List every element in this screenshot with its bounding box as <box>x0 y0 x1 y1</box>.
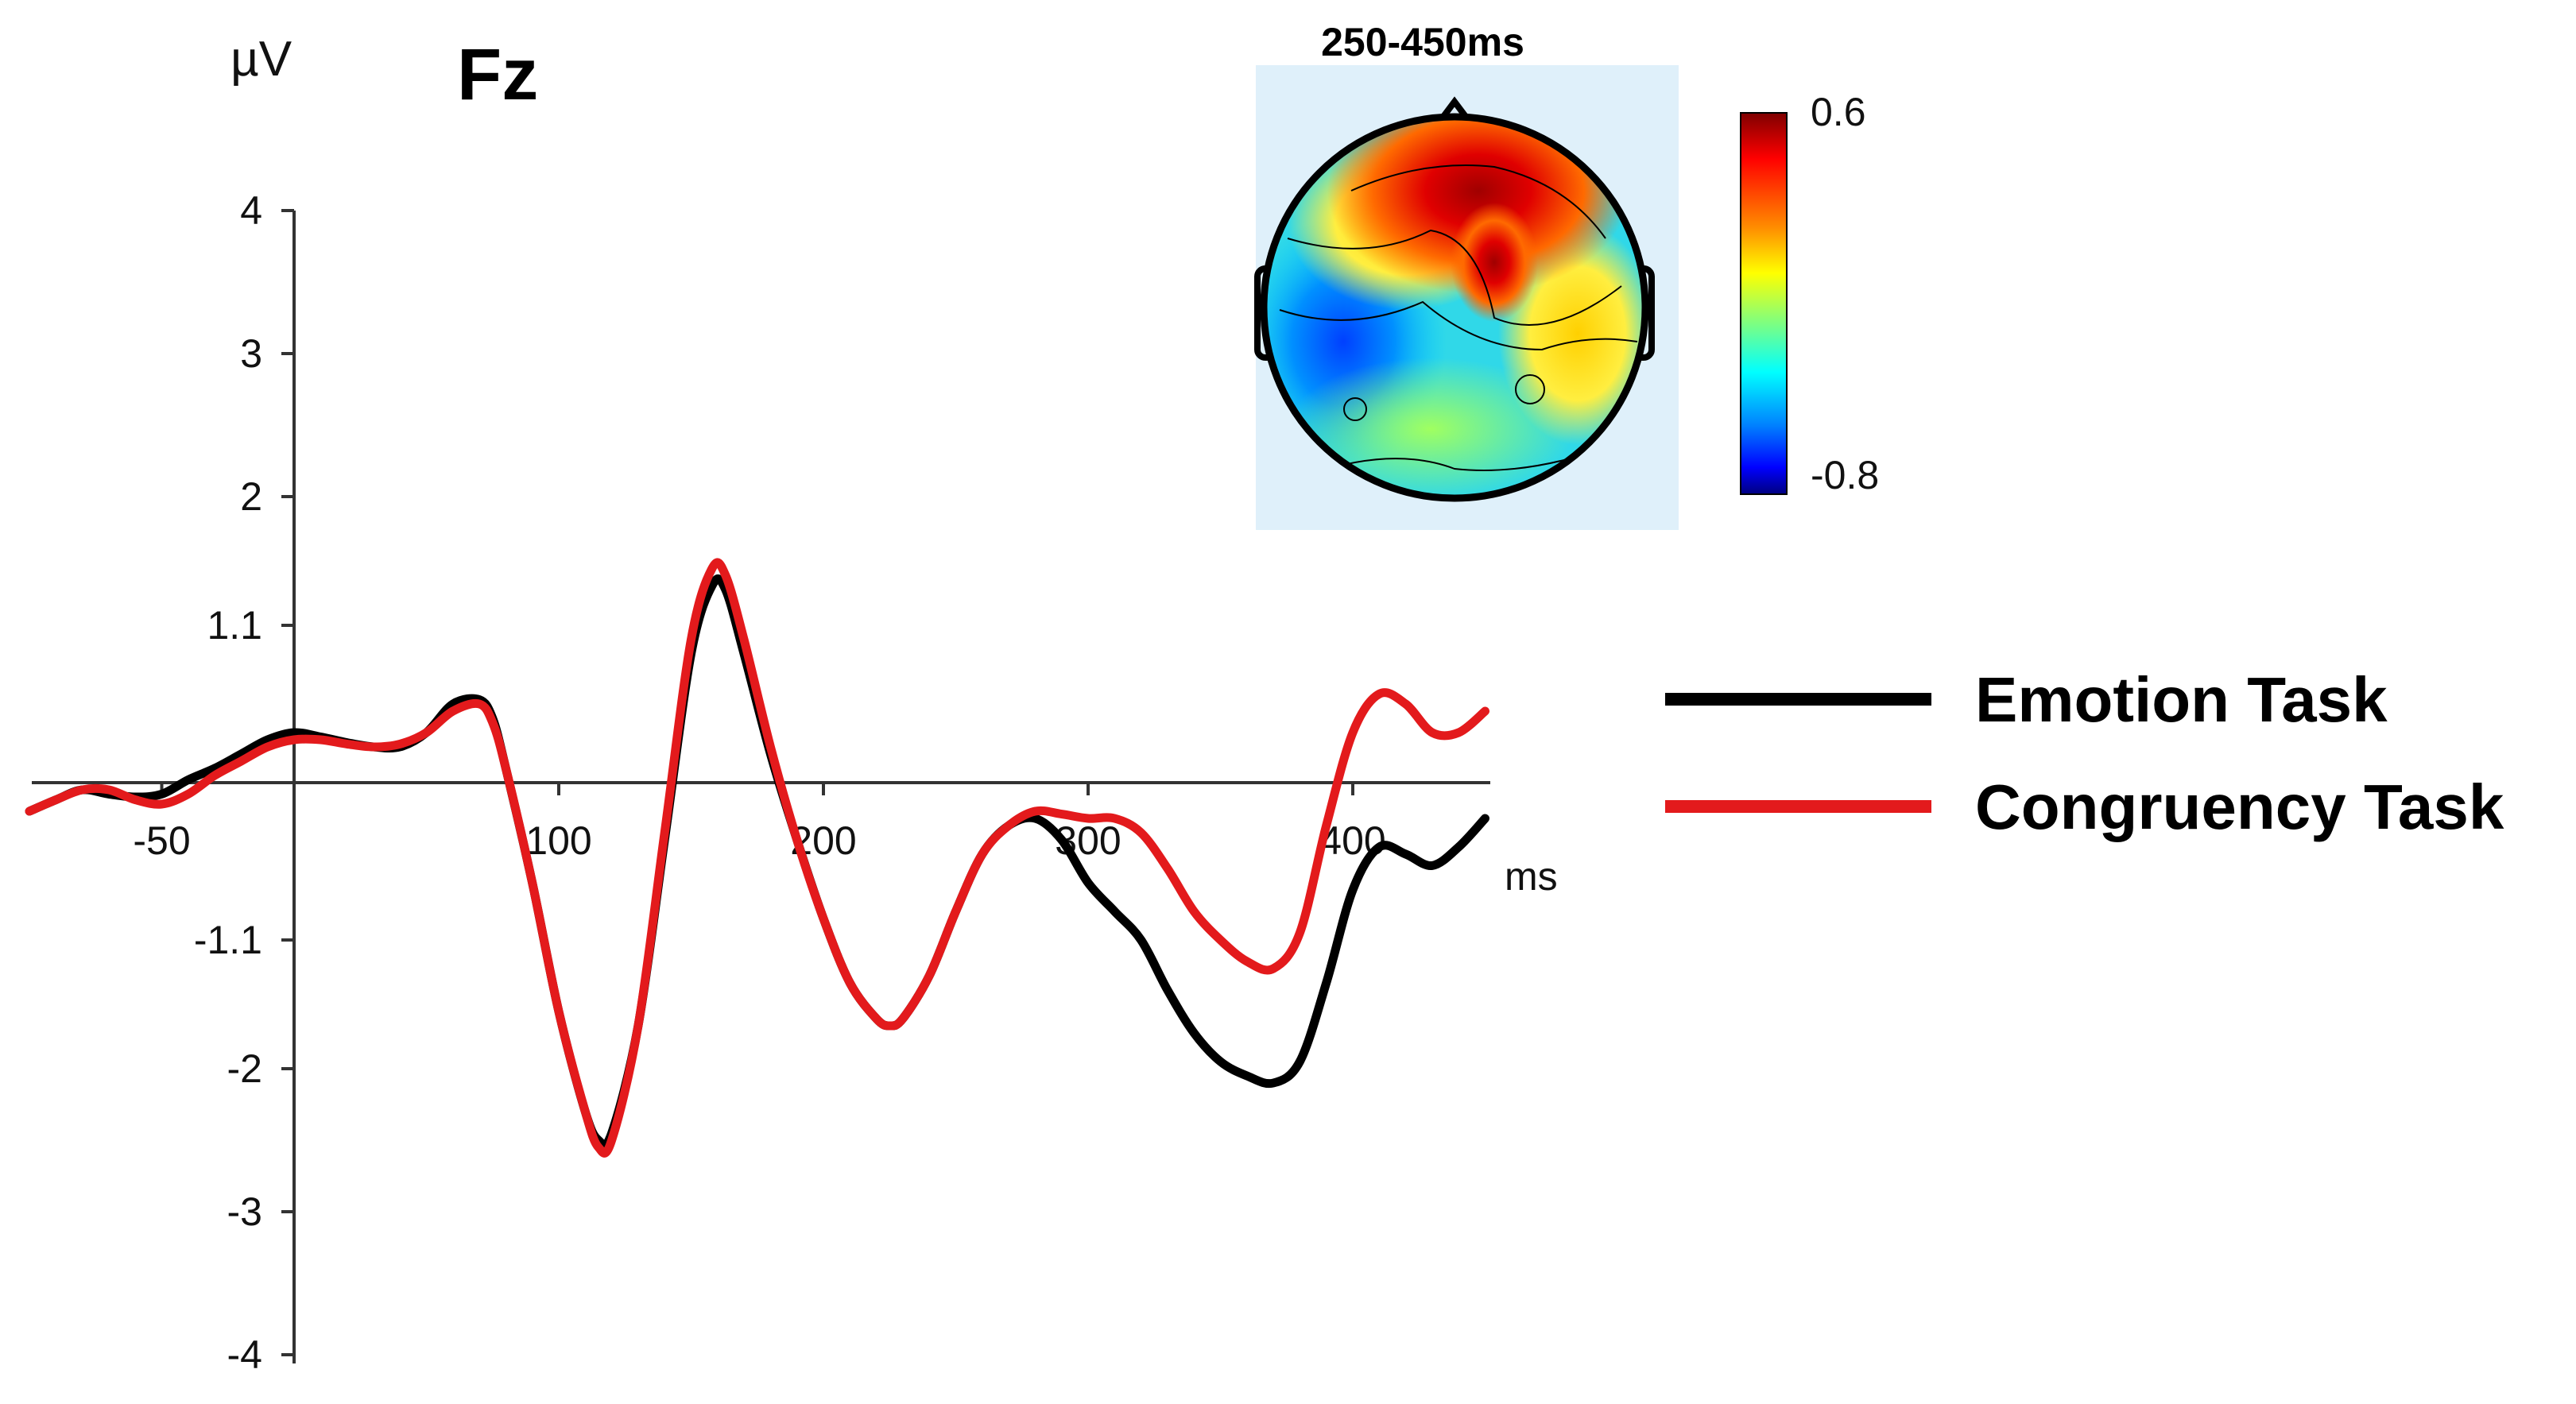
head-outline <box>1260 113 1649 502</box>
y-tick-label: 4 <box>240 188 262 233</box>
colorbar <box>1740 112 1788 495</box>
y-tick-label: 3 <box>240 331 262 376</box>
colorbar-min-label: -0.8 <box>1811 453 1879 497</box>
y-tick-label: -3 <box>227 1189 262 1234</box>
chart-title: Fz <box>457 34 538 115</box>
y-tick-label: -2 <box>227 1046 262 1091</box>
legend-label: Emotion Task <box>1975 664 2388 735</box>
x-tick-label: -50 <box>133 818 190 863</box>
y-tick-label: -4 <box>227 1332 262 1377</box>
topographic-map: 250-450ms 0.6 -0.8 <box>1254 20 1879 530</box>
y-axis-unit-label: µV <box>230 32 292 87</box>
legend: Emotion Task Congruency Task <box>1665 664 2504 842</box>
y-tick-label: -1.1 <box>194 918 262 962</box>
topomap-title: 250-450ms <box>1321 20 1524 64</box>
legend-label: Congruency Task <box>1975 772 2504 842</box>
x-tick-label: 100 <box>525 818 591 863</box>
colorbar-max-label: 0.6 <box>1811 90 1866 134</box>
x-axis-unit-label: ms <box>1505 854 1558 899</box>
y-tick-label: 1.1 <box>207 603 262 648</box>
y-tick-label: 2 <box>240 474 262 519</box>
series-line-congruency-task <box>25 558 1489 1158</box>
